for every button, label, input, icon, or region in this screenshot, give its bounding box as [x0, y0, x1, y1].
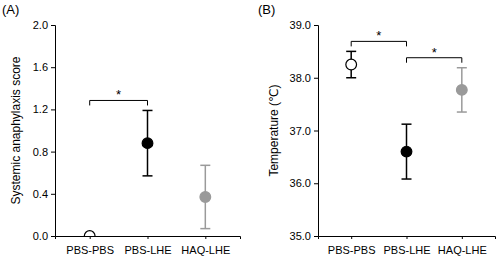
figure: (A) Systemic anaphylaxis score 0.0 0.4 0.8 1.… [0, 0, 500, 271]
y-tick-mark [51, 152, 55, 153]
x-axis: PBS-PBS PBS-LHE HAQ-LHE [319, 236, 496, 256]
x-tick: PBS-PBS [66, 236, 114, 256]
y-tick-label: 2.0 [33, 19, 48, 31]
significance-label: * [116, 87, 121, 102]
y-axis-title: Systemic anaphylaxis score [9, 56, 23, 204]
error-bar-cap [143, 110, 153, 112]
y-tick-mark [51, 25, 55, 26]
x-tick: HAQ-LHE [181, 236, 230, 256]
x-tick-label: PBS-LHE [383, 244, 430, 256]
y-tick-mark [314, 236, 318, 237]
error-bar [200, 165, 210, 228]
y-tick-label: 39.0 [290, 19, 311, 31]
error-bar-cap [200, 165, 210, 167]
y-tick-label: 35.0 [290, 230, 311, 242]
panel: (B) Temperature (℃) 35.0 36.0 37.0 38.0 39.0 PB… [258, 2, 496, 256]
y-axis-line [51, 26, 56, 237]
significance-label: * [376, 28, 381, 43]
data-point [200, 192, 211, 203]
panel-title: (B) [258, 2, 275, 17]
error-bar-cap [143, 175, 153, 177]
y-tick-label: 1.6 [33, 61, 48, 73]
y-tick: 38.0 [290, 72, 318, 84]
data-point [401, 146, 412, 157]
y-tick-mark [314, 183, 318, 184]
x-axis-line [56, 237, 241, 240]
significance-label: * [432, 45, 437, 60]
y-tick: 1.6 [33, 61, 55, 73]
x-tick-label: PBS-PBS [328, 244, 376, 256]
x-axis-line [319, 237, 496, 240]
y-tick-label: 0.4 [33, 188, 48, 200]
error-bar-cap [402, 178, 412, 180]
y-tick-label: 0.0 [33, 230, 48, 242]
error-bar [346, 51, 356, 77]
y-tick-mark [314, 131, 318, 132]
x-tick-label: PBS-PBS [66, 244, 114, 256]
error-bar [143, 110, 153, 175]
error-bar [402, 124, 412, 179]
data-point [84, 231, 95, 236]
error-bar-cap [200, 228, 210, 230]
y-tick-mark [51, 109, 55, 110]
y-axis: 0.0 0.4 0.8 1.2 1.6 2.0 [33, 19, 56, 242]
data-point [346, 59, 357, 70]
y-axis-line [314, 26, 319, 237]
y-tick: 0.4 [33, 188, 55, 200]
x-axis: PBS-PBS PBS-LHE HAQ-LHE [56, 236, 241, 256]
x-tick-mark [351, 236, 352, 239]
y-tick: 35.0 [290, 230, 318, 242]
data-point [142, 138, 153, 149]
y-tick: 36.0 [290, 177, 318, 189]
y-tick: 1.2 [33, 103, 55, 115]
error-bar-cap [457, 111, 467, 113]
y-tick: 0.8 [33, 146, 55, 158]
data-point [456, 85, 467, 96]
error-bar-cap [346, 77, 356, 79]
error-bar-cap [402, 123, 412, 125]
y-tick: 0.0 [33, 230, 55, 242]
error-bar [457, 68, 467, 112]
y-tick-mark [314, 25, 318, 26]
x-tick-label: HAQ-LHE [181, 244, 230, 256]
y-tick-label: 1.2 [33, 103, 48, 115]
x-tick-label: HAQ-LHE [438, 244, 487, 256]
y-tick-mark [51, 194, 55, 195]
y-tick-label: 0.8 [33, 146, 48, 158]
x-tick-mark [407, 236, 408, 239]
x-tick: HAQ-LHE [438, 236, 487, 256]
panel-title: (A) [2, 2, 19, 17]
panel: (A) Systemic anaphylaxis score 0.0 0.4 0.8 1.… [2, 2, 241, 256]
y-tick-mark [51, 67, 55, 68]
x-tick-mark [205, 236, 206, 239]
y-axis-title: Temperature (℃) [267, 84, 281, 176]
y-tick-mark [51, 236, 55, 237]
y-tick: 2.0 [33, 19, 55, 31]
error-bar-cap [346, 51, 356, 53]
x-tick-label: PBS-LHE [124, 244, 171, 256]
y-tick: 39.0 [290, 19, 318, 31]
x-tick-mark [148, 236, 149, 239]
y-tick-mark [314, 78, 318, 79]
error-bar-cap [457, 67, 467, 69]
plot-area [84, 110, 210, 236]
y-tick-label: 38.0 [290, 72, 311, 84]
x-tick: PBS-LHE [383, 236, 430, 256]
y-tick-label: 36.0 [290, 177, 311, 189]
x-tick-mark [90, 236, 91, 239]
y-tick-label: 37.0 [290, 125, 311, 137]
y-tick: 37.0 [290, 125, 318, 137]
x-tick: PBS-LHE [124, 236, 171, 256]
plot-area [346, 51, 467, 179]
x-tick-mark [462, 236, 463, 239]
x-tick: PBS-PBS [328, 236, 376, 256]
y-axis: 35.0 36.0 37.0 38.0 39.0 [290, 19, 319, 242]
